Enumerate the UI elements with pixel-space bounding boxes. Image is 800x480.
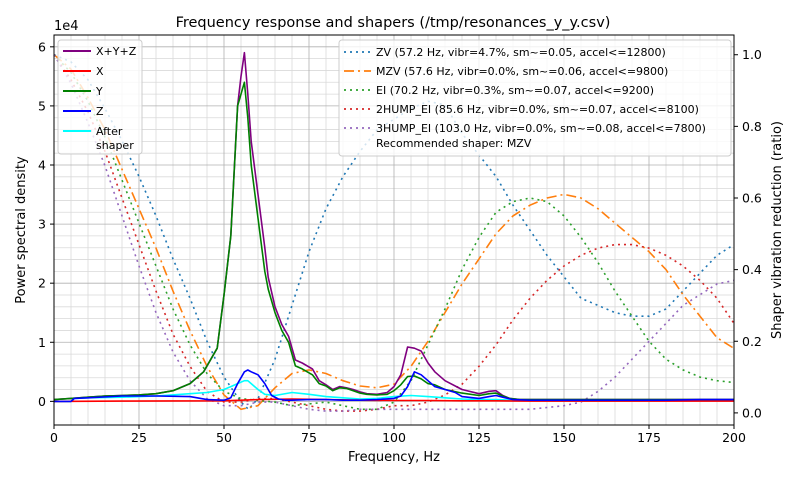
legend-psd-label: Y [95,85,103,98]
x-tick-label: 125 [467,430,491,445]
legend-psd-box [57,39,143,155]
y-axis-label: Power spectral density [14,156,29,304]
shaper-series-line-3 [53,54,735,412]
y2-tick-label: 0.4 [742,262,762,277]
legend-psd-label: X+Y+Z [96,45,137,58]
x-tick-label: 100 [382,430,406,445]
x-tick-label: 175 [637,430,661,445]
recommended-shaper-text: Recommended shaper: MZV [376,137,532,150]
psd-series-line-2 [53,81,734,401]
y2-axis-label: Shaper vibration reduction (ratio) [770,121,785,339]
y-tick-label: 0 [38,394,46,409]
legend-shapers-box [338,39,732,157]
legend-psd-label: Z [96,105,104,118]
y-tick-label: 5 [38,98,46,113]
y2-tick-label: 0.6 [742,190,762,205]
y-multiplier: 1e4 [54,19,79,34]
y-tick-label: 4 [38,158,46,173]
x-tick-label: 0 [50,430,58,445]
legend-shaper-label: EI (70.2 Hz, vibr=0.3%, sm~=0.07, accel<… [376,84,654,97]
psd-series-line-4 [54,379,735,403]
legend-shaper-label: MZV (57.6 Hz, vibr=0.0%, sm~=0.06, accel… [376,65,668,78]
shaper-series-line-2 [53,54,735,411]
y-tick-label: 6 [38,39,46,54]
y-tick-label: 3 [38,217,46,232]
legend-psd-label: X [96,65,104,78]
legend-shaper-label: 2HUMP_EI (85.6 Hz, vibr=0.0%, sm~=0.07, … [376,103,699,116]
y-tick-label: 1 [38,335,46,350]
psd-series-line-3 [54,369,734,403]
legend-shaper-label: ZV (57.2 Hz, vibr=4.7%, sm~=0.05, accel<… [376,46,666,59]
x-tick-label: 150 [552,430,576,445]
y2-tick-label: 1.0 [742,47,762,62]
x-axis-label: Frequency, Hz [348,450,440,465]
chart-title: Frequency response and shapers (/tmp/res… [176,15,611,31]
legend-psd-label: After shaper [96,125,134,152]
x-tick-label: 75 [301,430,317,445]
legend-shapers: ZV (57.2 Hz, vibr=4.7%, sm~=0.05, accel<… [338,39,732,157]
shaper-curves [53,53,735,412]
y2-tick-label: 0.2 [742,334,762,349]
y-tick-label: 2 [38,276,46,291]
shaper-series-line-0 [53,53,735,411]
x-tick-label: 50 [216,430,232,445]
legend-psd: X+Y+Z XYZ After shaper [57,39,143,155]
psd-curves [53,51,735,403]
y2-tick-label: 0.0 [742,405,762,420]
x-tick-label: 200 [722,430,746,445]
y2-tick-label: 0.8 [742,119,762,134]
x-tick-label: 25 [131,430,147,445]
axes: 0 25 50 75 100 125 150 175 200 0 1 2 3 4 5 6 0.0 0.2 0.4 0.… [38,39,762,445]
shaper-series-line-1 [53,54,735,411]
shaper-series-line-4 [53,54,735,412]
legend-shaper-label: 3HUMP_EI (103.0 Hz, vibr=0.0%, sm~=0.08,… [376,122,706,135]
